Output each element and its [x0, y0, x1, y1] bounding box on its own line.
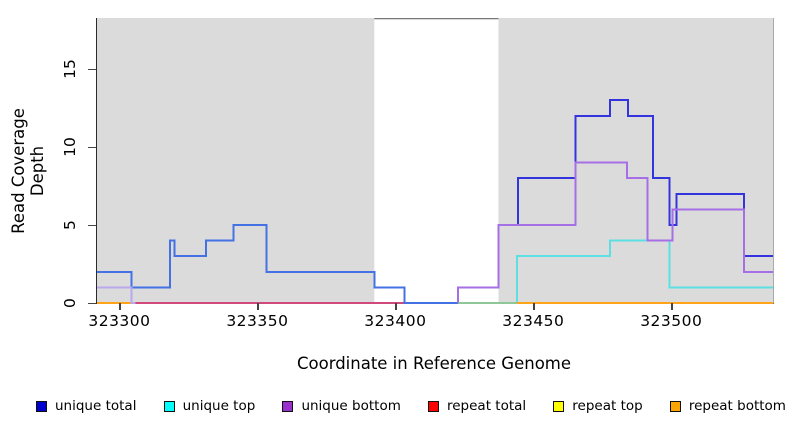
series-line-unique-total [97, 224, 459, 304]
legend-swatch-icon [669, 400, 681, 412]
y-tick-mark [88, 69, 96, 71]
shaded-repeat-region [498, 18, 773, 303]
legend-label: repeat total [446, 398, 527, 414]
legend-swatch-icon [163, 400, 175, 412]
legend-swatch-icon [282, 400, 294, 412]
x-tick-label-323500: 323500 [640, 312, 703, 330]
legend-label: unique bottom [301, 398, 401, 414]
x-tick-mark [533, 303, 535, 310]
x-tick-label-323400: 323400 [364, 312, 427, 330]
legend-swatch-icon [427, 400, 439, 412]
y-tick-label-10: 10 [61, 137, 79, 157]
y-tick-mark [88, 147, 96, 149]
x-tick-mark [671, 303, 673, 310]
legend-swatch-icon [553, 400, 565, 412]
legend-item-repeat-top: repeat top [553, 398, 643, 414]
x-tick-mark [395, 303, 397, 310]
y-tick-label-5: 5 [61, 220, 79, 230]
legend-label: unique top [182, 398, 256, 414]
x-tick-mark [119, 303, 121, 310]
legend-item-unique-bottom: unique bottom [282, 398, 401, 414]
y-axis-title: Read Coverage Depth [9, 108, 47, 234]
x-tick-mark [257, 303, 259, 310]
x-axis-title: Coordinate in Reference Genome [296, 354, 572, 373]
x-tick-label-323450: 323450 [502, 312, 565, 330]
legend-label: unique total [55, 398, 137, 414]
x-tick-label-323300: 323300 [88, 312, 151, 330]
y-tick-label-0: 0 [61, 298, 79, 308]
plot-area [96, 18, 774, 304]
legend-label: repeat bottom [688, 398, 786, 414]
series-line-unique-top [458, 239, 773, 304]
legend-item-repeat-total: repeat total [427, 398, 527, 414]
x-tick-label-323350: 323350 [226, 312, 289, 330]
y-tick-label-15: 15 [61, 59, 79, 79]
y-tick-mark [88, 303, 96, 305]
legend-swatch-icon [36, 400, 47, 412]
y-tick-mark [88, 225, 96, 227]
chart-legend: unique total unique top unique bottom repea… [36, 396, 786, 416]
legend-item-repeat-bottom: repeat bottom [669, 398, 786, 414]
shaded-repeat-region [97, 18, 375, 303]
chart-canvas [97, 18, 773, 304]
legend-label: repeat top [572, 398, 643, 414]
legend-item-unique-total: unique total [36, 398, 136, 414]
legend-item-unique-top: unique top [163, 398, 256, 414]
series-line-unique-bottom [97, 286, 136, 304]
series-line-unique-bottom [457, 161, 773, 303]
